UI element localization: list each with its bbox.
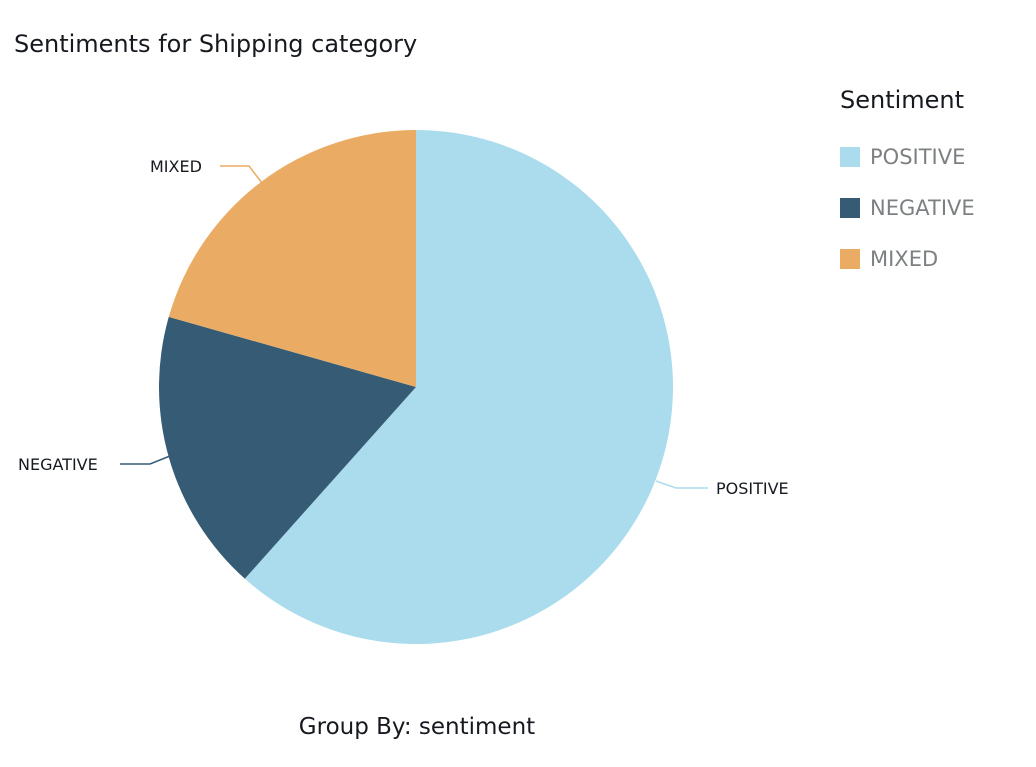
legend-item-negative[interactable]: NEGATIVE bbox=[840, 195, 975, 221]
pie-slice-positive[interactable] bbox=[244, 130, 673, 644]
chart-title: Sentiments for Shipping category bbox=[14, 30, 418, 58]
legend-swatch-negative bbox=[840, 198, 860, 218]
legend-label: NEGATIVE bbox=[870, 196, 975, 220]
legend-label: MIXED bbox=[870, 247, 939, 271]
slice-label-negative: NEGATIVE bbox=[18, 455, 98, 474]
legend: Sentiment POSITIVE NEGATIVE MIXED bbox=[840, 86, 975, 297]
legend-title: Sentiment bbox=[840, 86, 965, 114]
leader-line-mixed bbox=[220, 165, 263, 184]
group-by-label: Group By: sentiment bbox=[298, 714, 536, 740]
legend-item-positive[interactable]: POSITIVE bbox=[840, 144, 975, 170]
legend-label: POSITIVE bbox=[870, 145, 966, 169]
leader-line-positive bbox=[655, 480, 708, 489]
legend-swatch-mixed bbox=[840, 249, 860, 269]
legend-swatch-positive bbox=[840, 147, 860, 167]
pie-slice-negative[interactable] bbox=[159, 316, 417, 579]
leader-line-negative bbox=[120, 455, 171, 465]
pie-slice-mixed[interactable] bbox=[168, 130, 416, 387]
slice-label-positive: POSITIVE bbox=[716, 479, 789, 498]
legend-item-mixed[interactable]: MIXED bbox=[840, 246, 975, 272]
slice-label-mixed: MIXED bbox=[150, 157, 202, 176]
pie-slices bbox=[159, 130, 673, 644]
